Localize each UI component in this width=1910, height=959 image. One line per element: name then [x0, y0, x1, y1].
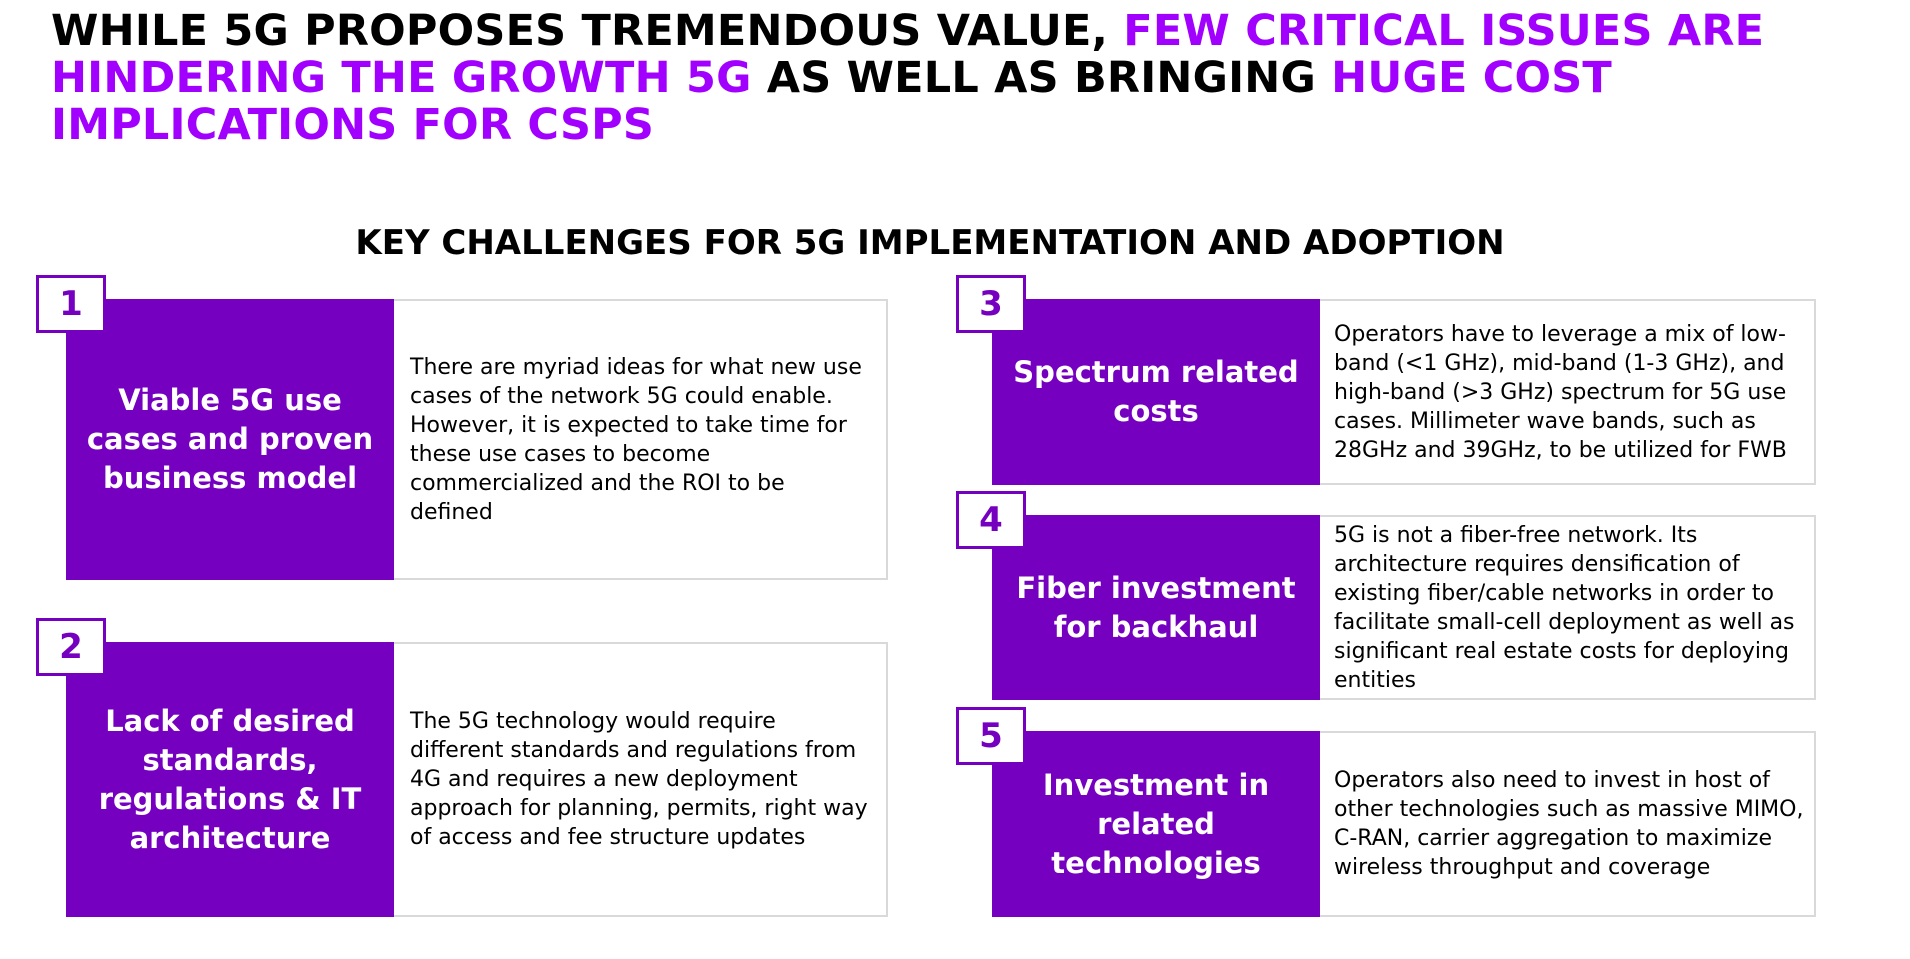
challenge-title: Fiber investment for backhaul [992, 515, 1320, 700]
headline-part-3: AS WELL AS BRINGING [751, 53, 1332, 103]
challenge-description: The 5G technology would require differen… [394, 642, 888, 917]
challenge-number-badge: 4 [956, 491, 1026, 549]
challenge-card-4: 4 Fiber investment for backhaul 5G is no… [956, 491, 1816, 700]
challenge-title: Spectrum related costs [992, 299, 1320, 485]
challenge-description: Operators have to leverage a mix of low-… [1320, 299, 1816, 485]
challenge-number-badge: 2 [36, 618, 106, 676]
headline-accent-1: FEW CRITICAL ISSUES ARE HINDERING THE GR… [51, 6, 1765, 103]
headline-accent-2: HUGE COST IMPLICATIONS FOR CSPS [51, 53, 1612, 150]
headline-part-1: WHILE 5G PROPOSES TREMENDOUS VALUE, [51, 6, 1124, 56]
challenge-title: Viable 5G use cases and proven business … [66, 299, 394, 580]
challenge-title: Investment in related technologies [992, 731, 1320, 917]
section-title: KEY CHALLENGES FOR 5G IMPLEMENTATION AND… [355, 223, 1505, 263]
challenge-number-badge: 5 [956, 707, 1026, 765]
challenge-title: Lack of desired standards, regulations &… [66, 642, 394, 917]
challenge-description: 5G is not a fiber-free network. Its arch… [1320, 515, 1816, 700]
challenge-description: Operators also need to invest in host of… [1320, 731, 1816, 917]
challenge-number-badge: 1 [36, 275, 106, 333]
challenge-description-text: There are myriad ideas for what new use … [410, 354, 862, 525]
challenge-card-3: 3 Spectrum related costs Operators have … [956, 275, 1816, 485]
challenge-description-text: Operators also need to invest in host of… [1334, 768, 1804, 880]
challenge-card-1: 1 Viable 5G use cases and proven busines… [36, 275, 888, 580]
challenge-card-5: 5 Investment in related technologies Ope… [956, 707, 1816, 917]
challenge-description: There are myriad ideas for what new use … [394, 299, 888, 580]
challenge-number-badge: 3 [956, 275, 1026, 333]
challenge-description-text: The 5G technology would require differen… [410, 709, 868, 850]
challenge-description-text: 5G is not a fiber-free network. Its arch… [1334, 522, 1795, 693]
challenge-card-2: 2 Lack of desired standards, regulations… [36, 618, 888, 917]
headline: WHILE 5G PROPOSES TREMENDOUS VALUE, FEW … [51, 8, 1871, 149]
challenge-description-text: Operators have to leverage a mix of low-… [1334, 321, 1787, 463]
